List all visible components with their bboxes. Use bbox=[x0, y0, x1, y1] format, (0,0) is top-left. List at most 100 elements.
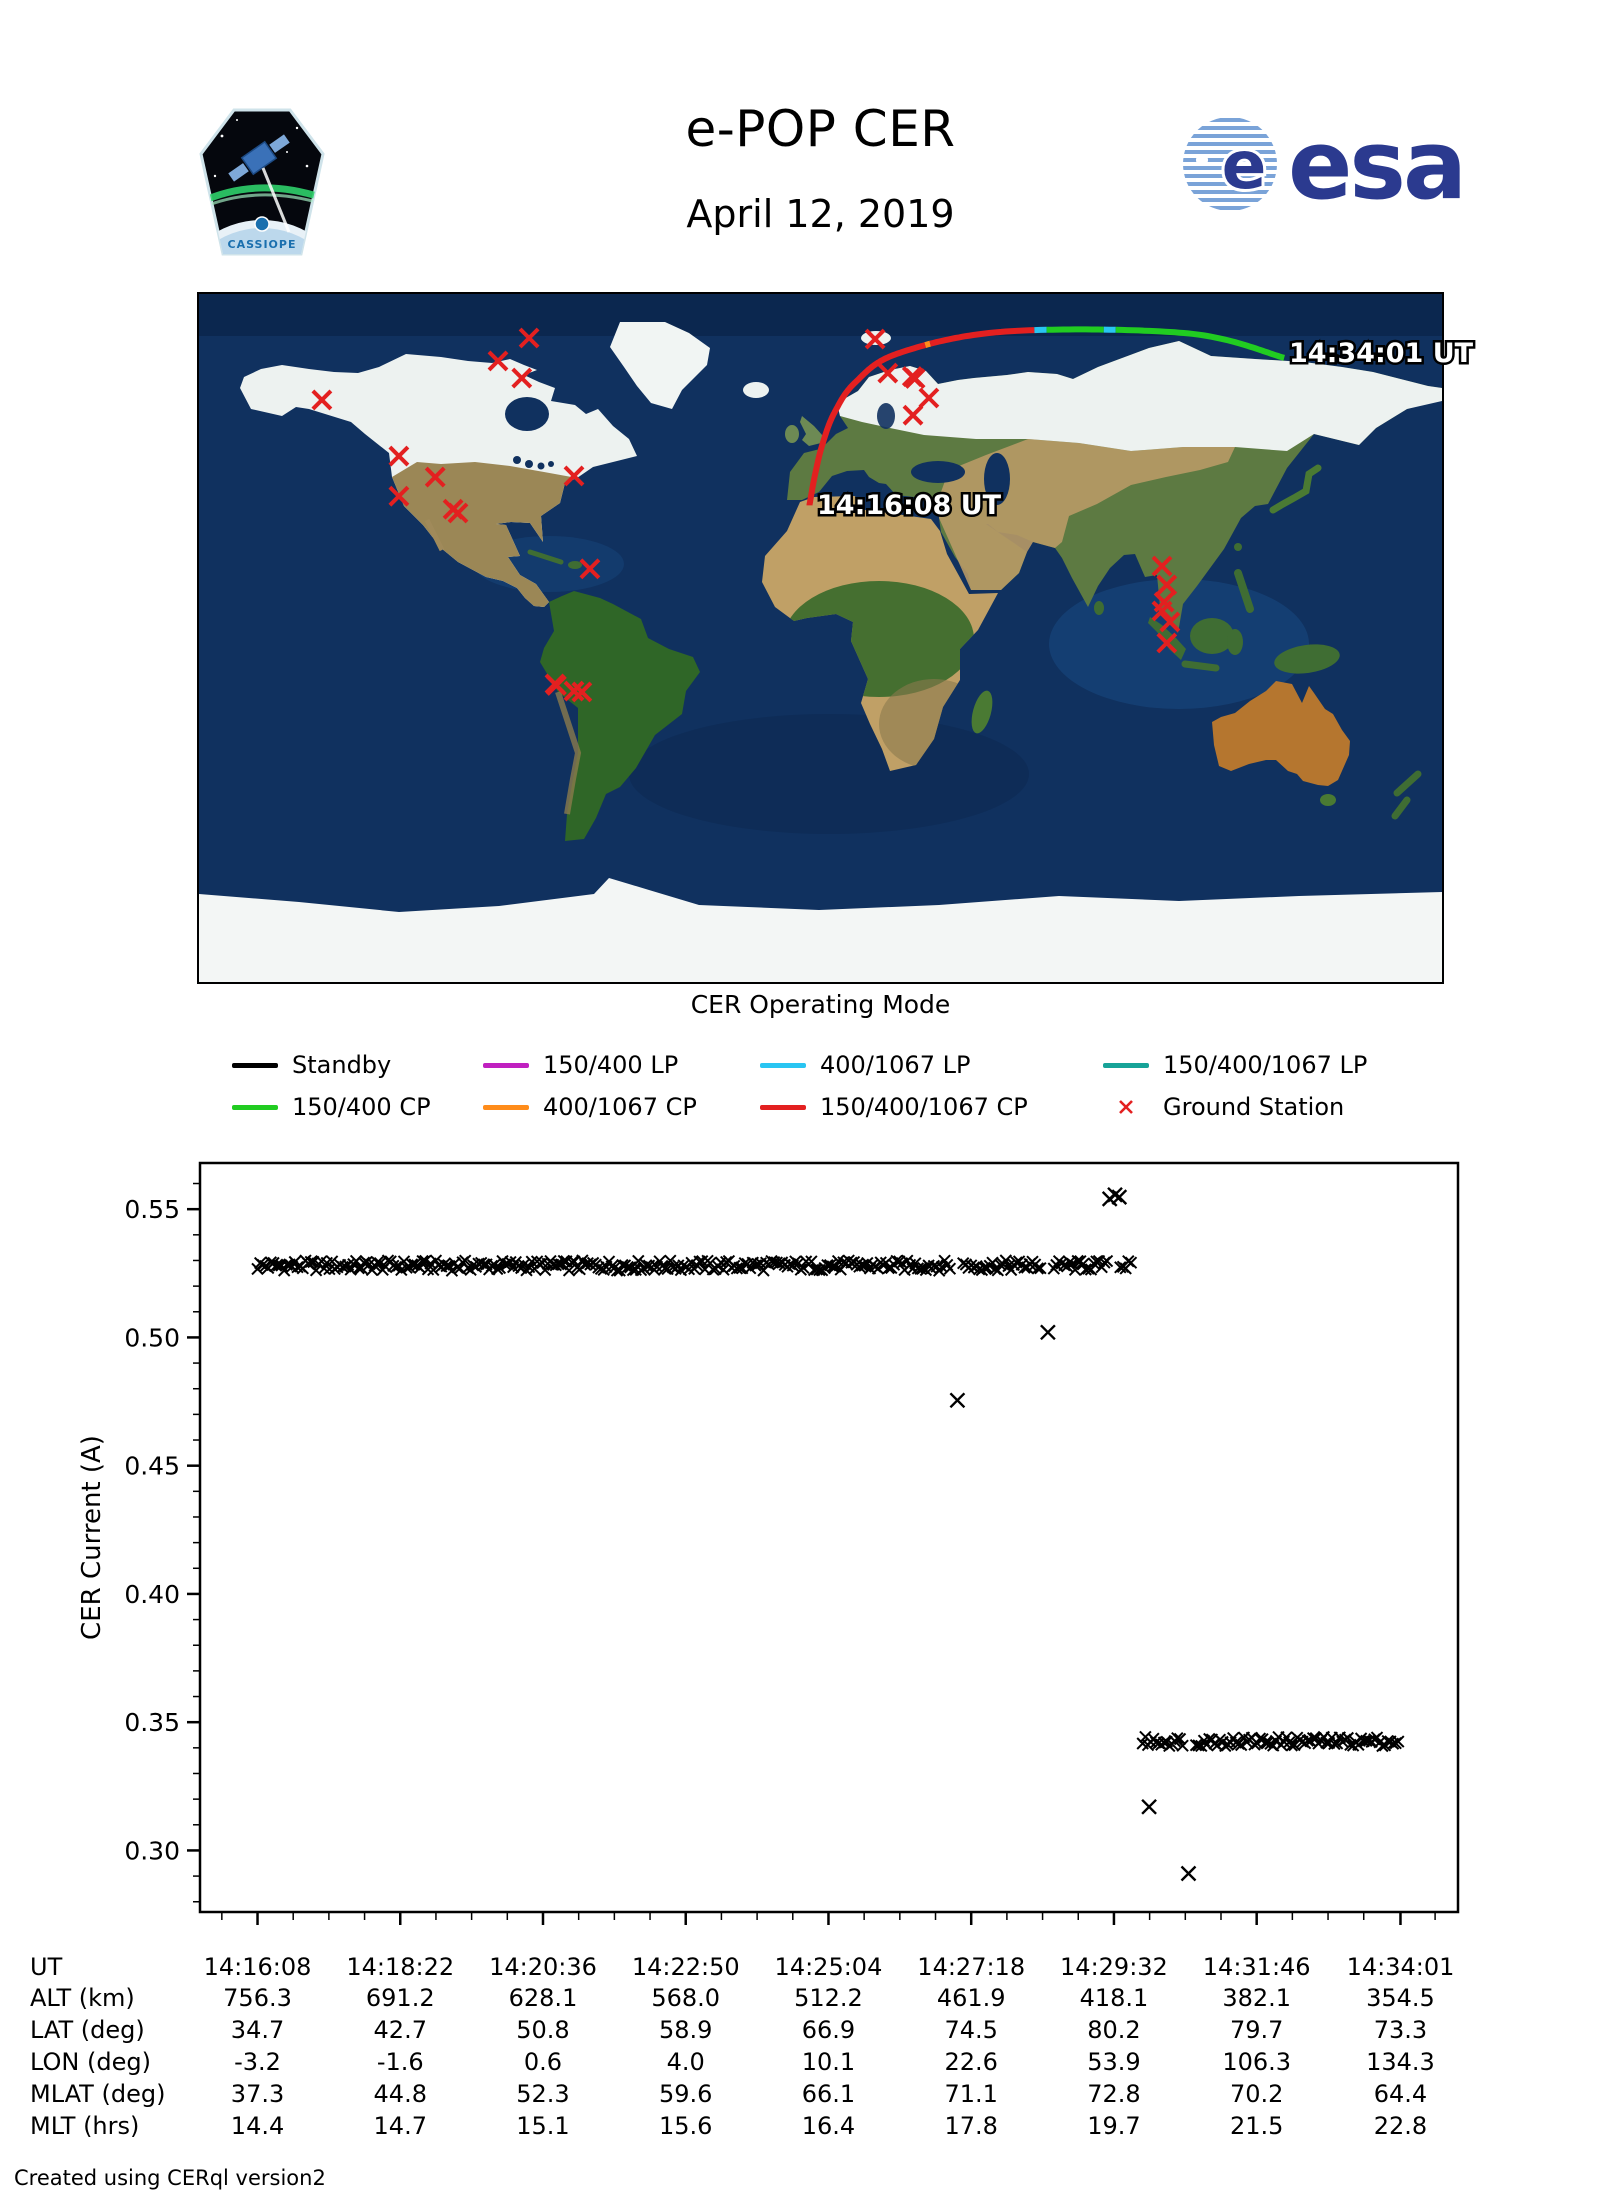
ground-station-x-icon bbox=[563, 465, 585, 487]
beam bbox=[261, 167, 291, 233]
y-tick-label: 0.35 bbox=[124, 1708, 180, 1737]
x-tick-label: 14:22:50 bbox=[631, 1953, 740, 1981]
table-cell: 70.2 bbox=[1229, 2080, 1284, 2108]
table-cell: 52.3 bbox=[516, 2080, 570, 2108]
y-tick-label: 0.50 bbox=[124, 1323, 180, 1352]
ground-station-x-icon bbox=[518, 327, 540, 349]
table-cell: 756.3 bbox=[223, 1984, 292, 2012]
table-cell: 79.7 bbox=[1229, 2016, 1284, 2044]
ground-station-x-icon bbox=[902, 404, 924, 426]
ground-station-x-icon bbox=[311, 389, 333, 411]
legend-item-400-1067-cp: 400/1067 CP bbox=[483, 1090, 697, 1124]
table-cell: 461.9 bbox=[936, 1984, 1006, 2012]
ground-station-x-icon bbox=[571, 681, 593, 703]
table-cell: 134.3 bbox=[1366, 2048, 1435, 2076]
table-cell: 382.1 bbox=[1222, 1984, 1292, 2012]
x-tick-label: 14:16:08 bbox=[203, 1953, 312, 1981]
patch-emblem bbox=[254, 216, 270, 232]
table-cell: 568.0 bbox=[651, 1984, 721, 2012]
x-tick-label: 14:29:32 bbox=[1060, 1953, 1168, 1981]
legend-label: 150/400/1067 LP bbox=[1163, 1051, 1368, 1079]
table-cell: 15.1 bbox=[516, 2112, 570, 2140]
table-row-label: ALT (km) bbox=[30, 1984, 135, 2012]
table-cell: 72.8 bbox=[1087, 2080, 1141, 2108]
table-cell: 22.6 bbox=[944, 2048, 998, 2076]
legend-line-swatch bbox=[1103, 1062, 1149, 1068]
esa-wordmark: esa bbox=[1288, 112, 1464, 216]
table-cell: 34.7 bbox=[230, 2016, 285, 2044]
table-cell: 628.1 bbox=[508, 1984, 578, 2012]
legend-item-ground-station: Ground Station bbox=[1103, 1090, 1344, 1124]
legend-item-400-1067-lp: 400/1067 LP bbox=[760, 1048, 970, 1082]
x-axis-minor-ticks bbox=[221, 1912, 1436, 1920]
ground-station-x-icon bbox=[1156, 574, 1178, 596]
ground-station-x-icon bbox=[563, 680, 585, 702]
table-row-label: UT bbox=[30, 1953, 63, 1981]
table-cell: 17.8 bbox=[944, 2112, 998, 2140]
legend-title: CER Operating Mode bbox=[690, 990, 951, 1019]
ground-station-x-icon bbox=[1156, 632, 1178, 654]
satellite bbox=[228, 134, 290, 182]
table-row-label: MLAT (deg) bbox=[30, 2080, 166, 2108]
ground-station-x-icon bbox=[545, 674, 567, 696]
track-segment bbox=[806, 342, 927, 506]
patch-mission-name: CASSIOPE bbox=[228, 238, 297, 251]
esa-globe-letter: e bbox=[1222, 127, 1267, 204]
esa-globe bbox=[1183, 117, 1277, 211]
table-cell: 74.5 bbox=[944, 2016, 998, 2044]
table-cell: 50.8 bbox=[516, 2016, 570, 2044]
x-tick-label: 14:18:22 bbox=[346, 1953, 455, 1981]
table-cell: 512.2 bbox=[794, 1984, 863, 2012]
table-cell: 354.5 bbox=[1366, 1984, 1435, 2012]
ground-station-x-icon bbox=[1159, 611, 1181, 633]
ground-station-x-icon bbox=[511, 367, 533, 389]
table-cell: 691.2 bbox=[365, 1984, 435, 2012]
table-cell: 15.6 bbox=[659, 2112, 713, 2140]
table-cell: 4.0 bbox=[666, 2048, 705, 2076]
y-tick-label: 0.45 bbox=[124, 1452, 180, 1481]
ground-station-x-icon bbox=[1151, 600, 1173, 622]
satellite-track bbox=[806, 326, 1285, 506]
ground-track-map: 14:16:08 UT 14:34:01 UT bbox=[197, 292, 1476, 984]
legend-item-150-400-lp: 150/400 LP bbox=[483, 1048, 678, 1082]
ground-station-x-icon bbox=[579, 558, 601, 580]
x-tick-label: 14:27:18 bbox=[917, 1953, 1026, 1981]
table-row-label: LON (deg) bbox=[30, 2048, 151, 2076]
x-tick-label: 14:31:46 bbox=[1202, 1953, 1311, 1981]
table-cell: 73.3 bbox=[1373, 2016, 1428, 2044]
legend-line-swatch bbox=[232, 1062, 278, 1068]
table-cell: 64.4 bbox=[1373, 2080, 1428, 2108]
track-start-time-label: 14:16:08 UT bbox=[817, 490, 1002, 521]
ground-station-x-icon bbox=[487, 350, 509, 372]
table-cell: 0.6 bbox=[523, 2048, 563, 2076]
table-cell: 22.8 bbox=[1373, 2112, 1428, 2140]
table-cell: 21.5 bbox=[1229, 2112, 1284, 2140]
ground-station-x-icon bbox=[388, 445, 410, 467]
x-tick-label: 14:34:01 bbox=[1346, 1953, 1455, 1981]
legend-label: 150/400 CP bbox=[292, 1093, 431, 1121]
table-cell: 106.3 bbox=[1222, 2048, 1292, 2076]
legend-item-150-400-cp: 150/400 CP bbox=[232, 1090, 431, 1124]
esa-globe-star bbox=[1196, 154, 1208, 166]
ground-station-x-icon bbox=[1103, 1097, 1149, 1117]
legend-item-standby: Standby bbox=[232, 1048, 391, 1082]
ground-station-x-icon bbox=[447, 502, 469, 524]
legend-line-swatch bbox=[760, 1104, 806, 1110]
ground-station-x-icon bbox=[864, 328, 886, 350]
y-tick-label: 0.40 bbox=[124, 1580, 180, 1609]
legend-label: Ground Station bbox=[1163, 1093, 1345, 1121]
table-cell: 44.8 bbox=[373, 2080, 427, 2108]
page-title: e-POP CER bbox=[685, 100, 956, 158]
legend-item-150-400-1067-cp: 150/400/1067 CP bbox=[760, 1090, 1028, 1124]
page-subtitle-date: April 12, 2019 bbox=[686, 192, 955, 236]
y-axis-label: CER Current (A) bbox=[77, 1435, 107, 1640]
legend-label: 400/1067 CP bbox=[543, 1093, 697, 1121]
table-cell: 14.7 bbox=[373, 2112, 427, 2140]
y-axis-ticks: 0.30 0.35 0.40 0.45 0.50 0.55 bbox=[124, 1195, 200, 1865]
y-tick-label: 0.55 bbox=[124, 1195, 180, 1224]
mode-legend: Standby 150/400 LP 400/1067 LP 150/400/1067… bbox=[199, 1040, 1442, 1140]
x-tick-label: 14:25:04 bbox=[774, 1953, 883, 1981]
table-cell: 14.4 bbox=[230, 2112, 285, 2140]
table-cell: 16.4 bbox=[801, 2112, 856, 2140]
